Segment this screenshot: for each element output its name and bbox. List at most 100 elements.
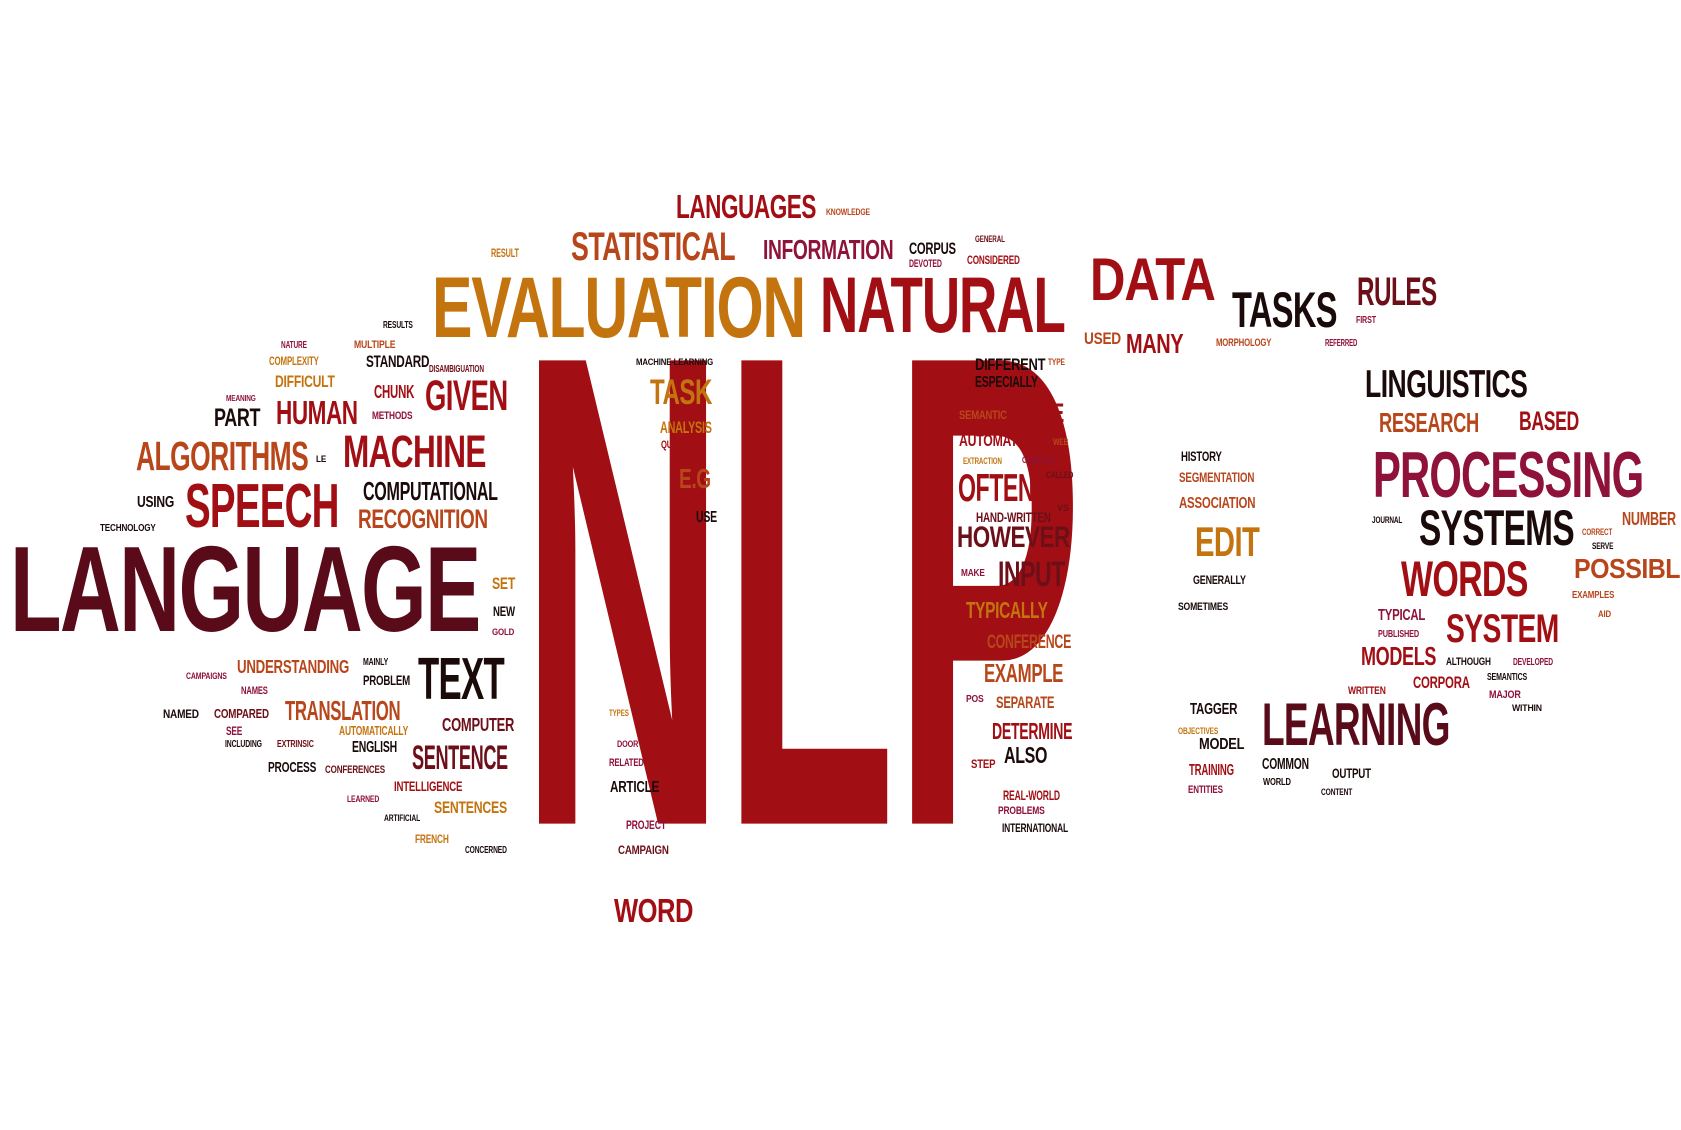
word-referred: REFERRED: [1325, 338, 1358, 349]
word-often: OFTEN: [958, 467, 1035, 510]
word-corpora: CORPORA: [1413, 673, 1470, 692]
word-task: TASK: [650, 373, 712, 412]
word-algorithms: ALGORITHMS: [136, 433, 309, 479]
word-also: ALSO: [1004, 742, 1048, 768]
word-devoted: DEVOTED: [909, 258, 942, 270]
word-input: INPUT: [998, 555, 1065, 594]
word-serve: SERVE: [1592, 541, 1614, 551]
word-nature: NATURE: [281, 340, 307, 351]
word-journal: JOURNAL: [1372, 515, 1403, 525]
word-new: NEW: [493, 603, 515, 619]
word-research: RESEARCH: [1379, 407, 1479, 438]
word-system: SYSTEM: [1446, 607, 1559, 651]
word-general: GENERAL: [975, 234, 1005, 244]
word-based: BASED: [1519, 406, 1579, 436]
word-computational: COMPUTATIONAL: [363, 476, 498, 506]
word-within: WITHIN: [1512, 703, 1542, 713]
word-web: WEB: [1053, 437, 1069, 447]
word-tagger: TAGGER: [1190, 701, 1238, 718]
word-result: RESULT: [491, 246, 519, 260]
word-determine: DETERMINE: [992, 718, 1073, 744]
word-natural: NATURAL: [820, 260, 1066, 349]
word-problem: PROBLEM: [363, 672, 411, 688]
word-segmentation: SEGMENTATION: [1179, 469, 1255, 485]
word-semantics: SEMANTICS: [1487, 672, 1528, 683]
nlp-main-word: NLP: [520, 213, 1083, 967]
word-training: TRAINING: [1189, 762, 1234, 779]
word-speech: SPEECH: [185, 472, 339, 541]
word-computer: COMPUTER: [442, 715, 515, 735]
word-rules: RULES: [1357, 270, 1437, 314]
word-published: PUBLISHED: [1378, 629, 1419, 640]
word-many: MANY: [1126, 328, 1184, 359]
word-complex: COMPLEX: [1022, 455, 1055, 465]
word-online: ONLINE: [1045, 489, 1068, 499]
word-sometimes: SOMETIMES: [1178, 601, 1229, 613]
word-sentence: SENTENCE: [412, 739, 508, 777]
word-word: WORD: [614, 892, 693, 929]
word-artificial: ARTIFICIAL: [384, 813, 421, 823]
word-however: HOWEVER: [957, 521, 1070, 554]
word-names: NAMES: [241, 685, 268, 697]
word-languages: LANGUAGES: [676, 188, 816, 225]
word-methods: METHODS: [372, 410, 413, 422]
word-edit: EDIT: [1195, 518, 1260, 565]
word-entities: ENTITIES: [1188, 784, 1223, 796]
word-difficult: DIFFICULT: [275, 372, 335, 391]
word-step: STEP: [971, 757, 996, 771]
word-project: PROJECT: [626, 818, 666, 832]
word-technology: TECHNOLOGY: [100, 523, 156, 534]
word-corpus: CORPUS: [909, 239, 956, 258]
word-gold: GOLD: [492, 627, 515, 637]
word-generally: GENERALLY: [1193, 573, 1246, 587]
word-written: WRITTEN: [1348, 685, 1386, 697]
word-campaign: CAMPAIGN: [618, 843, 669, 857]
word-correct: CORRECT: [1582, 527, 1613, 537]
word-compared: COMPARED: [214, 706, 269, 721]
word-linguistics: LINGUISTICS: [1365, 363, 1528, 406]
word-types: TYPES: [609, 708, 629, 718]
word-separate: SEPARATE: [996, 693, 1055, 712]
word-results: RESULTS: [383, 320, 413, 331]
word-possible: POSSIBLE: [1574, 553, 1681, 584]
word-machine: MACHINE: [343, 426, 486, 477]
word-processing: PROCESSING: [1373, 438, 1644, 511]
word-especially: ESPECIALLY: [975, 374, 1038, 391]
word-conferences: CONFERENCES: [325, 764, 385, 776]
word-sentences: SENTENCES: [434, 798, 507, 817]
word-complexity: COMPLEXITY: [269, 354, 319, 368]
word-french: FRENCH: [415, 832, 449, 846]
word-real-world: REAL-WORLD: [1003, 787, 1060, 803]
word-standard: STANDARD: [366, 352, 430, 371]
word-article: ARTICLE: [610, 779, 660, 796]
word-named: NAMED: [163, 707, 199, 721]
word-extraction: EXTRACTION: [963, 456, 1002, 466]
word-human: HUMAN: [276, 394, 358, 431]
word-language: LANGUAGE: [10, 521, 481, 657]
word-automatic: AUTOMATIC: [959, 431, 1030, 450]
word-problems: PROBLEMS: [998, 805, 1045, 817]
word-world: WORLD: [1263, 777, 1291, 788]
word-multiple: MULTIPLE: [354, 339, 396, 351]
word-process: PROCESS: [268, 759, 317, 776]
word-question: QUESTION: [661, 439, 700, 451]
word-models: MODELS: [1361, 641, 1437, 671]
word-evaluation: EVALUATION: [432, 260, 806, 356]
word-intelligence: INTELLIGENCE: [394, 778, 463, 794]
word-typical: TYPICAL: [1378, 607, 1426, 624]
word-automatically: AUTOMATICALLY: [339, 723, 409, 738]
word-given: GIVEN: [425, 372, 508, 420]
word-developed: DEVELOPED: [1513, 657, 1553, 668]
word-tasks: TASKS: [1232, 282, 1337, 338]
word-typically: TYPICALLY: [966, 597, 1048, 623]
word-machine-learning: MACHINE-LEARNING: [636, 357, 714, 367]
word-type: TYPE: [1048, 357, 1065, 367]
word-door: DOOR: [617, 739, 639, 749]
word-using: USING: [137, 494, 175, 511]
word-concerned: CONCERNED: [465, 845, 507, 856]
word-english: ENGLISH: [352, 739, 397, 756]
word-disambiguation: DISAMBIGUATION: [429, 364, 484, 375]
word-see: SEE: [226, 724, 243, 738]
word-number: NUMBER: [1622, 509, 1676, 529]
